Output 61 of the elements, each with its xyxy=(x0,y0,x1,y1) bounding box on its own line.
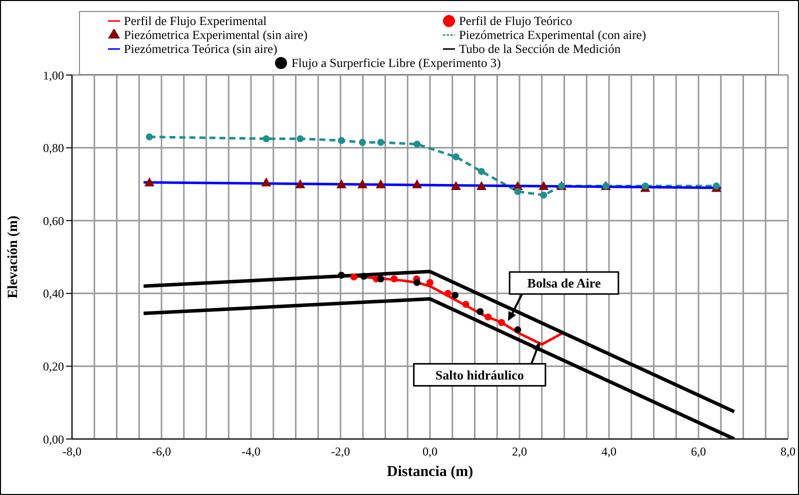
x-tick-label: -4,0 xyxy=(242,444,260,459)
point xyxy=(295,179,306,188)
point xyxy=(514,326,522,334)
point xyxy=(262,135,270,142)
point xyxy=(376,179,386,188)
point xyxy=(414,140,421,148)
point xyxy=(514,188,522,195)
point xyxy=(412,179,422,188)
x-tick-label: -2,0 xyxy=(331,444,350,459)
point xyxy=(360,272,368,280)
point xyxy=(377,275,384,282)
point xyxy=(452,153,460,160)
y-tick-label: 0,80 xyxy=(43,141,64,156)
point xyxy=(538,181,549,190)
point xyxy=(476,181,486,190)
point xyxy=(450,181,461,190)
legend-label: Flujo a Surperficie Libre (Experimento 3) xyxy=(291,56,501,70)
point xyxy=(377,138,384,146)
point xyxy=(336,179,346,188)
x-tick-label: 8,0 xyxy=(780,444,796,459)
point xyxy=(357,179,368,188)
point xyxy=(146,133,153,140)
legend-label: Perfil de Flujo Experimental xyxy=(124,14,267,28)
x-tick-label: -8,0 xyxy=(62,444,82,459)
y-tick-label: 0,60 xyxy=(43,214,64,228)
point xyxy=(414,278,421,286)
point xyxy=(296,135,304,142)
x-tick-label: 0,0 xyxy=(422,444,438,459)
x-tick-label: 2,0 xyxy=(512,444,527,459)
point xyxy=(350,274,358,281)
point xyxy=(452,292,459,299)
point xyxy=(390,275,398,282)
point xyxy=(540,192,548,199)
point xyxy=(338,137,345,144)
annotation: Salto hidráulico xyxy=(435,367,524,382)
point xyxy=(261,177,272,186)
point xyxy=(444,290,452,297)
point xyxy=(144,177,154,186)
point xyxy=(462,300,470,308)
y-axis-title: Elevación (m) xyxy=(6,215,21,298)
legend-label: Tubo de la Sección de Medición xyxy=(458,42,621,56)
y-tick-label: 0,00 xyxy=(43,432,64,446)
y-tick-label: 1,00 xyxy=(43,68,64,82)
y-tick-label: 0,40 xyxy=(43,286,64,301)
point xyxy=(484,314,492,321)
x-tick-label: 4,0 xyxy=(602,444,616,459)
legend-label: Piezómetrica Experimental (sin aire) xyxy=(124,28,308,42)
y-tick-label: 0,20 xyxy=(43,359,64,374)
annotation: Bolsa de Aire xyxy=(527,276,601,290)
point xyxy=(338,272,345,279)
point xyxy=(476,308,484,316)
point xyxy=(426,278,434,286)
point xyxy=(498,319,506,326)
x-tick-label: -6,0 xyxy=(152,444,171,459)
legend-label: Piezómetrica Experimental (con aire) xyxy=(458,28,646,42)
x-tick-label: 6,0 xyxy=(691,444,706,459)
x-axis-title: Distancia (m) xyxy=(386,464,474,480)
point xyxy=(478,168,485,175)
legend-label: Perfil de Flujo Teórico xyxy=(458,14,572,28)
point xyxy=(358,138,366,146)
legend-label: Piezómetrica Teórica (sin aire) xyxy=(124,42,278,56)
